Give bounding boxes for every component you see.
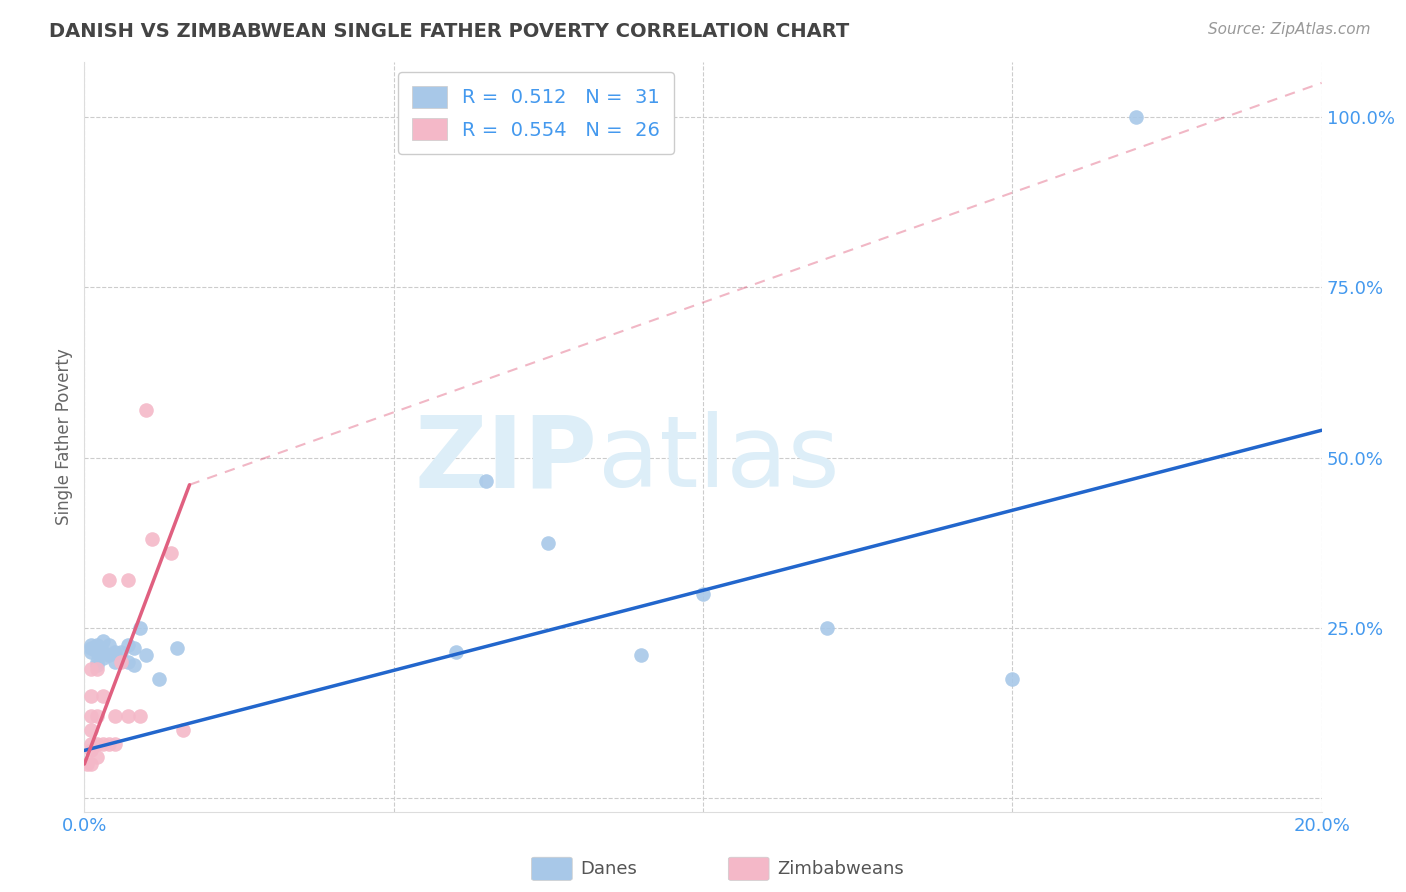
- Point: [86, 750, 108, 764]
- Point: [98, 737, 121, 751]
- Point: [122, 641, 145, 656]
- Text: DANISH VS ZIMBABWEAN SINGLE FATHER POVERTY CORRELATION CHART: DANISH VS ZIMBABWEAN SINGLE FATHER POVER…: [49, 22, 849, 41]
- Point: [98, 648, 121, 662]
- Text: atlas: atlas: [598, 411, 839, 508]
- Point: [79, 743, 101, 757]
- Point: [79, 641, 101, 656]
- Text: Danes: Danes: [581, 860, 637, 878]
- Point: [135, 402, 157, 417]
- Text: Zimbabweans: Zimbabweans: [778, 860, 904, 878]
- Point: [110, 645, 132, 659]
- Point: [79, 689, 101, 703]
- Point: [475, 475, 498, 489]
- Point: [135, 648, 157, 662]
- Text: ZIP: ZIP: [415, 411, 598, 508]
- Point: [91, 689, 114, 703]
- Point: [79, 757, 101, 772]
- Point: [692, 587, 714, 601]
- Point: [129, 709, 152, 723]
- Point: [86, 662, 108, 676]
- Text: Source: ZipAtlas.com: Source: ZipAtlas.com: [1208, 22, 1371, 37]
- Point: [86, 655, 108, 669]
- Point: [86, 645, 108, 659]
- Point: [444, 645, 467, 659]
- Point: [79, 662, 101, 676]
- Point: [86, 709, 108, 723]
- Point: [104, 737, 127, 751]
- Point: [86, 737, 108, 751]
- Point: [91, 645, 114, 659]
- Legend: R =  0.512   N =  31, R =  0.554   N =  26: R = 0.512 N = 31, R = 0.554 N = 26: [398, 72, 673, 154]
- Point: [104, 645, 127, 659]
- Point: [79, 737, 101, 751]
- Point: [141, 533, 163, 547]
- Point: [91, 651, 114, 665]
- Point: [1125, 110, 1147, 124]
- Point: [98, 573, 121, 587]
- Point: [117, 638, 139, 652]
- Point: [129, 621, 152, 635]
- Point: [117, 709, 139, 723]
- Point: [815, 621, 838, 635]
- Y-axis label: Single Father Poverty: Single Father Poverty: [55, 349, 73, 525]
- Point: [117, 573, 139, 587]
- Point: [537, 535, 560, 549]
- Point: [160, 546, 183, 560]
- Point: [79, 723, 101, 737]
- Point: [79, 709, 101, 723]
- Point: [79, 638, 101, 652]
- Point: [630, 648, 652, 662]
- Point: [79, 645, 101, 659]
- Point: [172, 723, 194, 737]
- Point: [1001, 672, 1024, 686]
- Point: [76, 757, 98, 772]
- Point: [104, 655, 127, 669]
- Point: [122, 658, 145, 673]
- Point: [117, 655, 139, 669]
- Point: [91, 634, 114, 648]
- Point: [86, 638, 108, 652]
- Point: [86, 658, 108, 673]
- Point: [104, 709, 127, 723]
- Point: [110, 655, 132, 669]
- Point: [91, 737, 114, 751]
- Point: [148, 672, 170, 686]
- Point: [98, 638, 121, 652]
- Point: [166, 641, 188, 656]
